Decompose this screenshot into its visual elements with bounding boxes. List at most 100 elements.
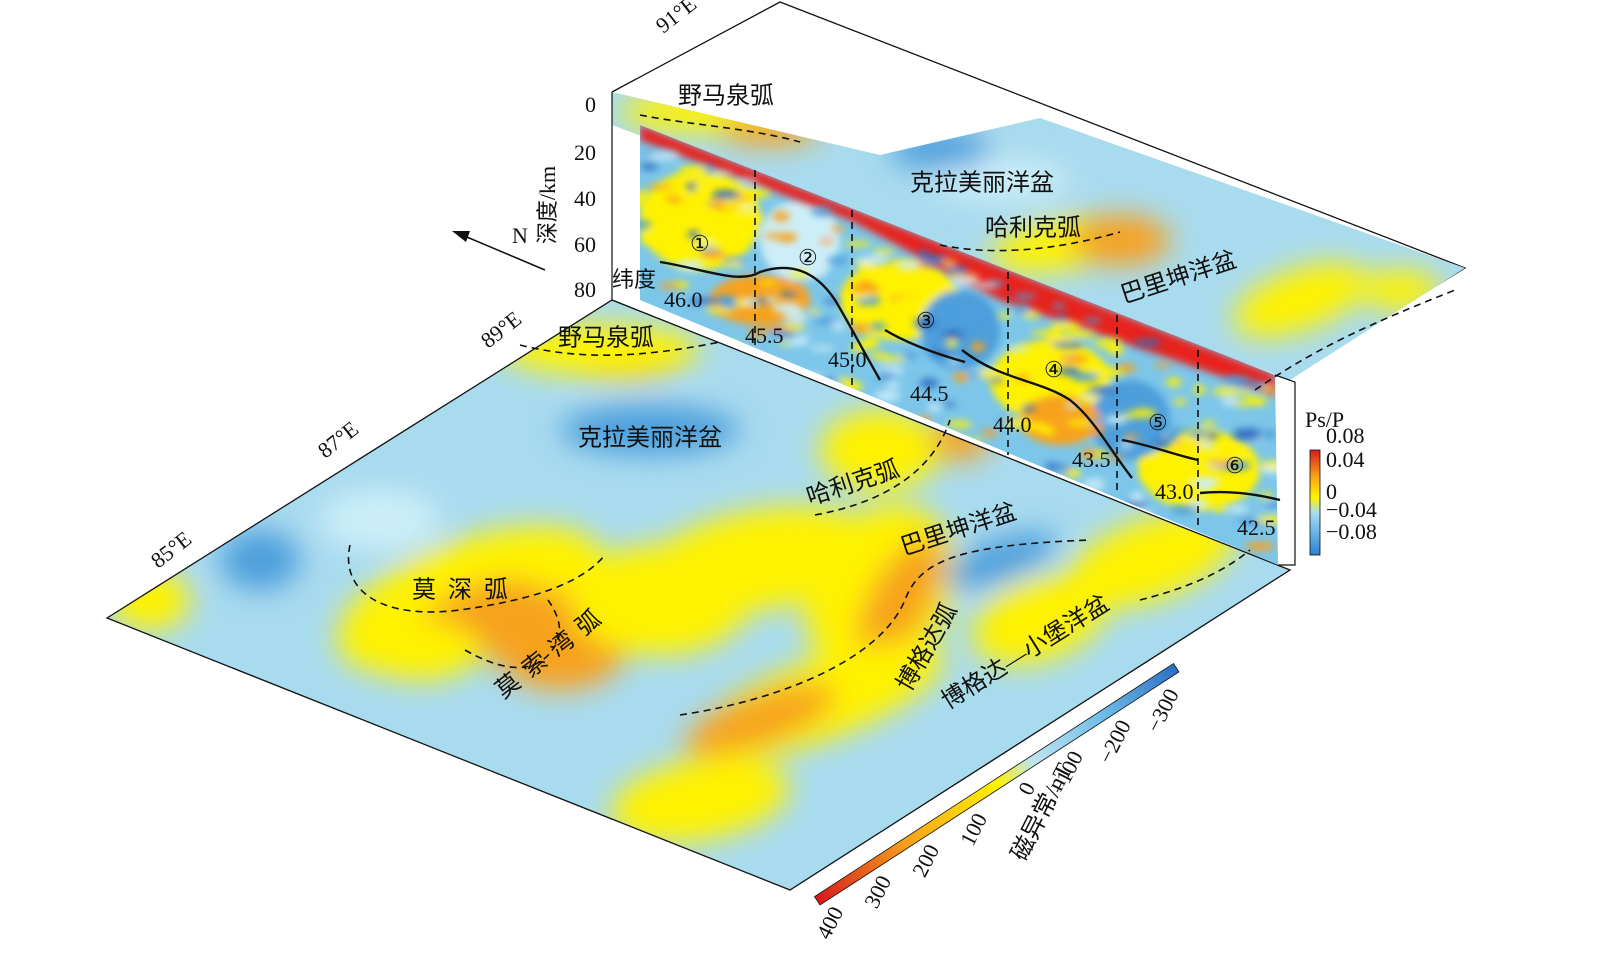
speckle [770,330,797,336]
speckle [1166,427,1187,434]
anomaly [890,130,990,170]
region-label: 野马泉弧 [558,325,654,352]
speckle [1055,315,1068,323]
speckle [644,184,676,189]
speckle [930,320,952,325]
arc [679,539,1091,716]
speckle [688,298,719,305]
magnetic-tick: 400 [811,902,848,943]
north-arrowhead [452,231,470,242]
speckle [719,304,739,309]
latitude-tick: 44.0 [993,412,1032,437]
segment-number: ⑤ [1148,410,1168,435]
speckle [966,305,981,316]
speckle [758,280,778,285]
anomaly [1233,263,1367,337]
speckle [648,152,680,160]
speckle [953,372,969,382]
speckle [733,179,758,184]
speckle [980,429,998,437]
speckle [1153,363,1172,368]
north-label: N [512,223,528,248]
speckle [1163,432,1179,442]
speckle [1022,311,1040,319]
speckle [705,307,736,314]
latitude-tick: 43.0 [1155,479,1194,504]
anomaly [611,757,789,843]
speckle [945,339,958,347]
speckle [1193,385,1206,395]
speckle [1184,431,1204,436]
speckle [1014,364,1035,372]
speckle [713,295,738,306]
speckle [698,234,716,241]
speckle [791,311,808,322]
anomaly [320,490,440,550]
speckle [1051,341,1084,348]
speckle [727,231,742,238]
speckle [1259,461,1278,469]
speckle [640,162,659,170]
speckle [1070,372,1101,382]
ps-tick: −0.04 [1326,497,1377,522]
speckle [640,220,652,229]
arc-traces [347,114,1456,716]
arc [347,544,606,613]
speckle [678,193,694,201]
speckle [1227,505,1248,513]
speckle [1198,485,1212,492]
speckle [916,250,930,258]
speckle [1221,375,1251,386]
map-outline [105,299,1292,891]
longitude-label: 87°E [313,416,363,463]
anomaly [684,683,836,757]
speckle [1093,338,1122,348]
speckle [901,352,919,359]
speckle [705,171,734,177]
anomaly [220,530,300,590]
ps-colorbar [1309,449,1321,556]
segment-number: ⑥ [1225,453,1245,478]
ps-colorbar-title: Ps/P [1305,407,1344,432]
speckle [1245,542,1275,551]
speckle [814,318,837,325]
speckle [640,191,651,201]
latitude-axis-title: 纬度 [612,267,656,292]
anomaly [360,620,480,680]
magnetic-tick: 200 [907,840,944,881]
speckle [1247,381,1269,389]
speckle [763,232,785,239]
speckle [1166,377,1182,387]
speckle [1068,331,1096,338]
speckle [1226,461,1251,470]
speckle [658,283,681,289]
speckle [1066,420,1093,427]
speckle [720,215,743,222]
speckle [1012,293,1037,299]
longitude-label: 91°E [651,0,701,38]
speckle [1188,499,1209,509]
longitude-label: 85°E [146,526,196,573]
anomaly [1360,270,1440,310]
anomaly [1064,511,1236,609]
speckle [1133,339,1162,347]
speckle [811,207,833,216]
segment-number: ① [690,231,710,256]
magnetic-colorbar-bar [814,662,1180,906]
speckle [848,292,872,299]
speckle [1234,391,1254,396]
region-label: 克拉美丽洋盆 [910,170,1054,197]
speckle [1152,439,1171,449]
speckle [1022,422,1048,431]
speckle [1213,505,1227,513]
speckle [1245,396,1267,406]
segment-number: ② [798,245,818,270]
speckle [1088,367,1120,375]
speckle [1057,465,1072,471]
speckle [1272,391,1278,397]
speckle [687,230,701,239]
speckle [945,265,969,275]
speckle [1083,478,1106,484]
region-label: 莫深弧 [412,577,520,604]
speckle [1178,437,1208,446]
